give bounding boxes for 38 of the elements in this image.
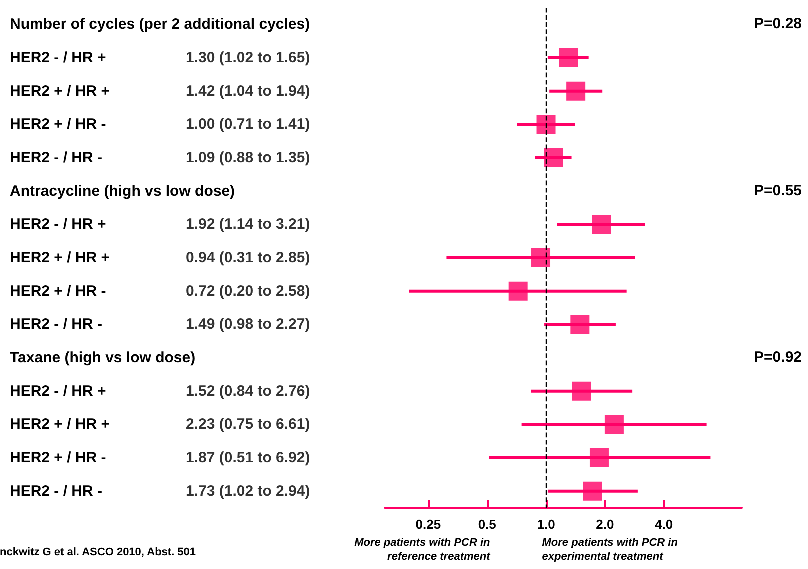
text: More patients with PCR in experimental treatment — [542, 537, 678, 563]
data-label: 1.42 (1.04 to 1.94) — [186, 82, 310, 100]
y-tick-label: Number of cycles (per 2 additional cycles) — [10, 16, 310, 34]
y-tick-label: HER2 - / HR - — [10, 316, 103, 334]
data-label: 1.52 (0.84 to 2.76) — [186, 382, 310, 400]
y-tick-label: HER2 + / HR + — [10, 250, 110, 266]
y-tick-label: HER2 + / HR - — [10, 282, 106, 300]
y-tick-label: HER2 + / HR + — [10, 82, 110, 100]
text: nckwitz G et al. ASCO 2010, Abst. 501 — [0, 546, 196, 558]
data-label: 1.49 (0.98 to 2.27) — [186, 316, 310, 334]
y-tick-label: Taxane (high vs low dose) — [10, 350, 196, 366]
y-tick-label: HER2 - / HR - — [10, 482, 103, 500]
y-tick-label: HER2 + / HR - — [10, 116, 106, 134]
x-tick-label: 4.0 — [655, 517, 674, 532]
data-label: 0.72 (0.20 to 2.58) — [186, 282, 310, 300]
data-label: 1.92 (1.14 to 3.21) — [186, 216, 310, 234]
data-label: 0.94 (0.31 to 2.85) — [186, 250, 310, 266]
x-tick-label: 0.5 — [478, 517, 496, 532]
y-tick-label: HER2 + / HR + — [10, 416, 110, 434]
y-tick-label: HER2 - / HR - — [10, 150, 103, 166]
data-label: 1.00 (0.71 to 1.41) — [186, 116, 310, 134]
text: P=0.55 — [754, 182, 802, 200]
data-label: 1.87 (0.51 to 6.92) — [186, 450, 310, 466]
data-label: 2.23 (0.75 to 6.61) — [186, 416, 310, 434]
data-label: 1.30 (1.02 to 1.65) — [186, 50, 310, 66]
x-tick-label: 2.0 — [596, 517, 614, 532]
y-tick-label: HER2 - / HR + — [10, 50, 107, 66]
x-tick-label: 1.0 — [537, 517, 556, 532]
data-label: 1.09 (0.88 to 1.35) — [186, 150, 310, 166]
x-tick-label: 0.25 — [416, 517, 442, 532]
y-tick-label: HER2 - / HR + — [10, 382, 107, 400]
y-tick-label: Antracycline (high vs low dose) — [10, 182, 236, 200]
text: P=0.92 — [754, 349, 802, 366]
y-tick-label: HER2 - / HR + — [10, 216, 107, 234]
y-tick-label: HER2 + / HR - — [10, 450, 106, 466]
data-label: 1.73 (1.02 to 2.94) — [186, 482, 310, 500]
text: More patients with PCR in reference treatment — [354, 537, 492, 563]
text: P=0.28 — [754, 16, 802, 33]
